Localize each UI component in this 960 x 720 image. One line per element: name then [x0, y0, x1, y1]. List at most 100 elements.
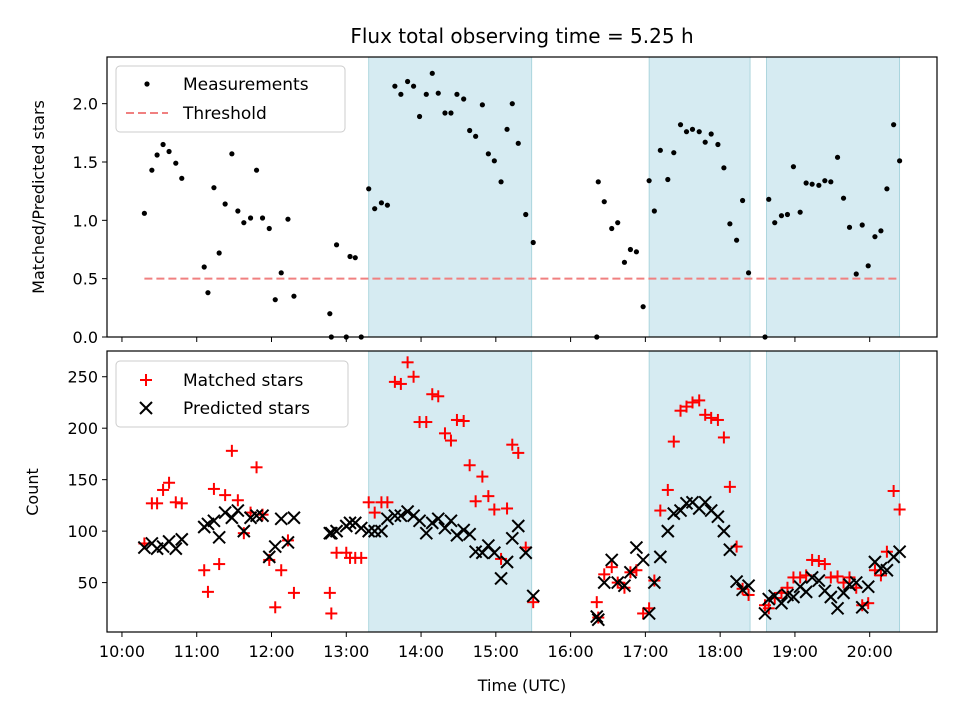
matched-star-point: [450, 413, 463, 426]
predicted-marker-stroke: [729, 574, 744, 589]
matched-star-point: [213, 558, 226, 571]
predicted-marker-stroke: [249, 508, 264, 523]
predicted-marker-stroke: [861, 580, 875, 594]
measurement-point: [166, 148, 172, 155]
measurement-point: [285, 216, 291, 222]
measurement-point: [392, 83, 398, 89]
matched-star-point: [667, 435, 680, 448]
measurement-point: [859, 222, 865, 228]
measurement-point: [160, 141, 166, 148]
predicted-star-point: [758, 606, 772, 621]
measurement-point: [601, 199, 607, 205]
predicted-marker-stroke: [799, 585, 813, 599]
ratio-x-ticks: [121, 337, 871, 342]
predicted-marker-stroke: [647, 575, 662, 590]
matched-star-point: [818, 558, 831, 571]
predicted-star-point: [647, 575, 662, 590]
predicted-star-point: [388, 508, 402, 523]
predicted-star-point: [717, 524, 731, 538]
predicted-star-point: [431, 512, 445, 526]
measurement-points: [141, 70, 903, 340]
predicted-star-point: [698, 495, 712, 510]
predicted-marker-stroke: [231, 503, 245, 518]
predicted-star-point: [836, 586, 851, 600]
predicted-star-point: [231, 503, 245, 518]
matched-star-point: [325, 607, 338, 620]
matched-star-point: [661, 483, 674, 496]
predicted-marker-stroke: [880, 563, 894, 577]
y-tick-label: 0.5: [73, 270, 98, 289]
predicted-marker-stroke: [711, 510, 725, 524]
predicted-marker-stroke: [494, 571, 508, 586]
predicted-marker-stroke: [207, 514, 221, 528]
measurement-point: [884, 186, 890, 192]
predicted-marker-stroke: [380, 512, 395, 526]
predicted-star-point: [419, 526, 433, 540]
predicted-marker-stroke: [481, 538, 496, 553]
predicted-star-point: [400, 504, 415, 519]
observing-windows: [368, 56, 901, 338]
predicted-marker-stroke: [836, 586, 851, 600]
matched-star-point: [605, 561, 618, 574]
measurement-point: [689, 126, 696, 132]
predicted-marker-stroke: [431, 512, 445, 526]
predicted-marker-stroke: [468, 545, 483, 559]
predicted-marker-stroke: [812, 573, 826, 588]
measurement-point: [865, 263, 871, 269]
predicted-marker-stroke: [774, 596, 789, 610]
measurement-point: [615, 220, 621, 226]
measurement-point: [721, 165, 727, 171]
measurement-point: [822, 178, 828, 184]
predicted-star-point: [262, 550, 276, 564]
predicted-star-point: [425, 516, 439, 530]
matched-star-point: [281, 534, 294, 547]
measurement-point: [222, 201, 228, 207]
measurement-point: [473, 133, 479, 139]
measurement-point: [772, 220, 778, 226]
predicted-marker-stroke: [462, 527, 477, 541]
matched-star-point: [394, 377, 407, 390]
measurement-point: [404, 78, 411, 85]
predicted-marker-stroke: [723, 542, 737, 557]
x-tick-label: 14:00: [398, 642, 444, 661]
measurement-point: [235, 208, 241, 214]
measurement-point: [429, 70, 435, 76]
predicted-star-point: [456, 523, 471, 537]
predicted-marker-stroke: [698, 495, 712, 510]
matched-star-point: [225, 444, 238, 457]
measurement-point: [333, 242, 340, 248]
measurement-point: [784, 211, 791, 218]
measurement-point: [504, 126, 510, 132]
measurement-point: [897, 158, 903, 164]
predicted-star-point: [212, 530, 226, 545]
measurement-point: [739, 197, 746, 204]
predicted-star-point: [380, 512, 395, 526]
predicted-star-point: [374, 524, 389, 538]
measurement-point: [891, 122, 897, 128]
predicted-star-point: [653, 550, 668, 564]
predicted-marker-stroke: [487, 546, 502, 560]
measurement-point: [778, 213, 785, 219]
predicted-marker-stroke: [268, 539, 282, 554]
matched-star-point: [880, 545, 893, 558]
measurement-point: [523, 211, 529, 218]
y-tick-label: 1.5: [73, 153, 98, 172]
measurement-point: [745, 270, 752, 276]
matched-star-point: [169, 496, 182, 509]
measurement-point: [530, 239, 536, 246]
predicted-marker-stroke: [343, 516, 357, 530]
x-tick-label: 17:00: [622, 642, 668, 661]
count-legend: Matched stars Predicted stars: [115, 360, 349, 428]
matched-star-point: [388, 375, 401, 388]
predicted-marker-stroke: [636, 553, 650, 567]
y-tick-label: 150: [67, 471, 98, 490]
measurement-point: [627, 246, 634, 253]
matched-star-point: [157, 483, 170, 496]
measurement-point: [272, 297, 278, 303]
measurement-point: [347, 253, 353, 260]
predicted-star-point: [741, 578, 756, 593]
matched-star-point: [426, 388, 439, 401]
predicted-star-point: [661, 524, 675, 538]
measurement-point: [201, 264, 207, 270]
